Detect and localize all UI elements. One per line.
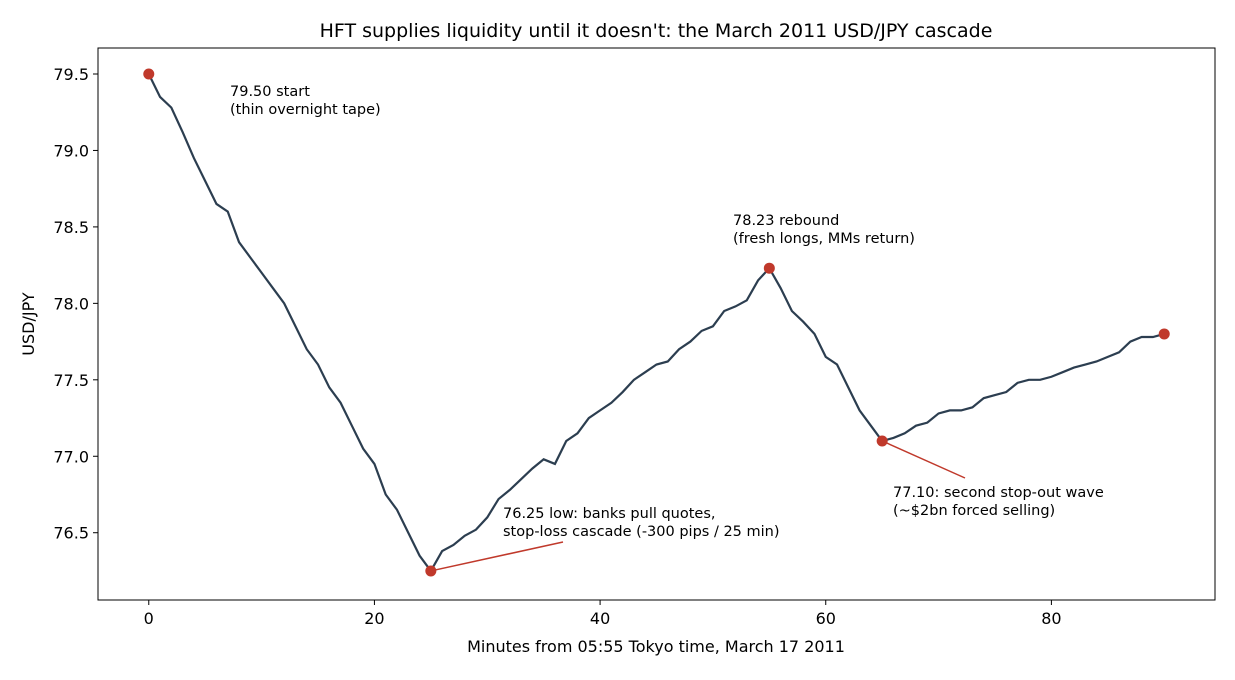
annotation-arrow bbox=[881, 440, 966, 479]
y-axis-label: USD/JPY bbox=[19, 292, 38, 356]
x-tick-label: 20 bbox=[364, 609, 384, 628]
highlight-point bbox=[425, 565, 437, 577]
annotation-text: 77.10: second stop-out wave bbox=[893, 485, 1104, 501]
y-tick-label: 77.0 bbox=[53, 447, 89, 466]
y-tick-label: 79.5 bbox=[53, 65, 89, 84]
x-tick-label: 40 bbox=[590, 609, 610, 628]
annotation-arrow bbox=[430, 541, 564, 572]
plot-frame bbox=[97, 47, 1216, 601]
price-line bbox=[147, 73, 1165, 573]
y-tick-label: 79.0 bbox=[53, 141, 89, 160]
x-axis-label: Minutes from 05:55 Tokyo time, March 17 … bbox=[467, 637, 845, 656]
highlight-point bbox=[763, 262, 775, 274]
annotation-text: 79.50 start bbox=[230, 84, 310, 100]
annotation-text: (~$2bn forced selling) bbox=[893, 503, 1055, 519]
x-tick-label: 60 bbox=[816, 609, 836, 628]
highlight-point bbox=[876, 435, 888, 447]
y-tick-label: 78.0 bbox=[53, 294, 89, 313]
annotation-text: (fresh longs, MMs return) bbox=[733, 231, 915, 247]
y-tick-label: 77.5 bbox=[53, 371, 89, 390]
annotation-text: 76.25 low: banks pull quotes, bbox=[503, 506, 716, 522]
x-tick-label: 80 bbox=[1041, 609, 1061, 628]
x-tick-label: 0 bbox=[144, 609, 154, 628]
annotation-text: 78.23 rebound bbox=[733, 213, 839, 229]
y-tick-label: 78.5 bbox=[53, 218, 89, 237]
highlight-point bbox=[143, 68, 155, 80]
highlight-point bbox=[1158, 328, 1170, 340]
annotation-text: stop-loss cascade (-300 pips / 25 min) bbox=[503, 524, 780, 540]
y-tick-label: 76.5 bbox=[53, 524, 89, 543]
chart-title: HFT supplies liquidity until it doesn't:… bbox=[320, 20, 993, 42]
annotation-text: (thin overnight tape) bbox=[230, 102, 381, 118]
